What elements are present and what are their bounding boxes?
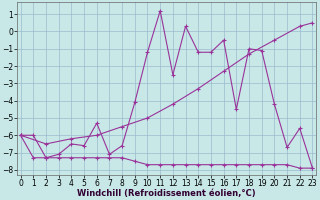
X-axis label: Windchill (Refroidissement éolien,°C): Windchill (Refroidissement éolien,°C) (77, 189, 256, 198)
